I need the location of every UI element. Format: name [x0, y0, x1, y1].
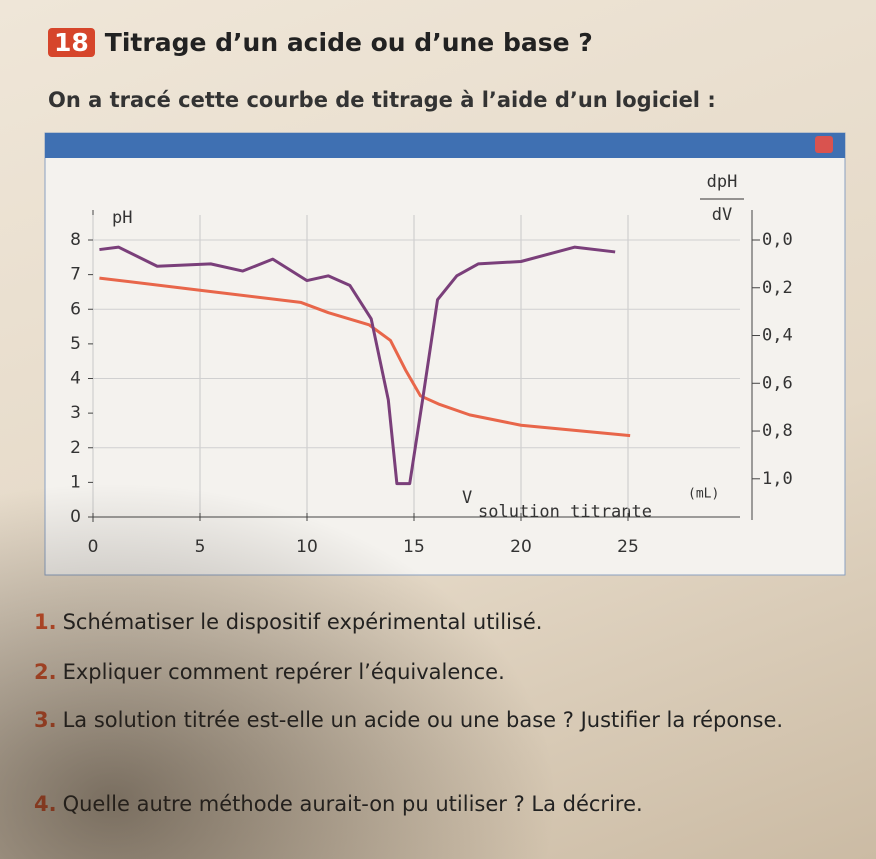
question-number: 4. — [34, 792, 57, 816]
y2-tick-label: 0,8 — [762, 421, 793, 441]
title-bar — [45, 133, 845, 158]
y2-label-numerator: dpH — [707, 172, 738, 192]
data-line — [99, 276, 631, 438]
question: 4. Quelle autre méthode aurait-on pu util… — [34, 787, 834, 821]
x-tick-label: 0 — [88, 537, 99, 557]
exercise-title: Titrage d’un acide ou d’une base ? — [104, 28, 593, 57]
exercise-number: 18 — [48, 28, 95, 57]
x-axis-unit: (mL) — [688, 487, 719, 502]
y-tick-label: 3 — [70, 403, 81, 423]
x-tick-label: 5 — [195, 537, 206, 557]
question-text: La solution titrée est-elle un acide ou … — [62, 708, 784, 732]
question-text: Schématiser le dispositif expérimental u… — [62, 610, 543, 634]
y2-tick-label: 0,2 — [762, 278, 793, 298]
y-tick-label: 7 — [70, 265, 81, 285]
y2-label-denominator: dV — [712, 205, 732, 225]
question-text: Quelle autre méthode aurait-on pu utilis… — [62, 792, 643, 816]
y-tick-label: 8 — [70, 230, 81, 250]
question-number: 2. — [34, 660, 57, 684]
y-tick-label: 0 — [70, 507, 81, 527]
exercise-header: 18 Titrage d’un acide ou d’une base ? — [48, 28, 593, 57]
question: 2. Expliquer comment repérer l’équivalenc… — [34, 655, 834, 689]
x-axis-label: V — [462, 488, 472, 508]
x-tick-label: 25 — [617, 537, 639, 557]
x-axis-label-sub: solution titrante — [478, 502, 652, 522]
x-tick-label: 15 — [403, 537, 425, 557]
question-number: 3. — [34, 708, 57, 732]
question-text: Expliquer comment repérer l’équivalence. — [62, 660, 505, 684]
x-tick-label: 20 — [510, 537, 532, 557]
y-tick-label: 5 — [70, 334, 81, 354]
y2-tick-label: 0,6 — [762, 373, 793, 393]
y-tick-label: 4 — [70, 369, 81, 389]
y2-tick-label: 1,0 — [762, 469, 793, 489]
question: 1. Schématiser le dispositif expérimental… — [34, 605, 834, 639]
y-tick-label: 2 — [70, 438, 81, 458]
y2-tick-label: 0,0 — [762, 230, 793, 250]
close-button[interactable] — [815, 136, 833, 153]
y-tick-label: 6 — [70, 299, 81, 319]
y2-tick-label: 0,4 — [762, 326, 793, 346]
question-number: 1. — [34, 610, 57, 634]
x-tick-label: 10 — [296, 537, 318, 557]
data-line — [99, 245, 616, 486]
chart: pH dpH dV V solution titrante (mL) 0 5 10 1… — [44, 132, 846, 576]
y-tick-label: 1 — [70, 472, 81, 492]
y-axis-label: pH — [112, 208, 132, 228]
question: 3. La solution titrée est-elle un acide o… — [34, 703, 834, 737]
intro: On a tracé cette courbe de titrage à l’a… — [48, 88, 716, 112]
